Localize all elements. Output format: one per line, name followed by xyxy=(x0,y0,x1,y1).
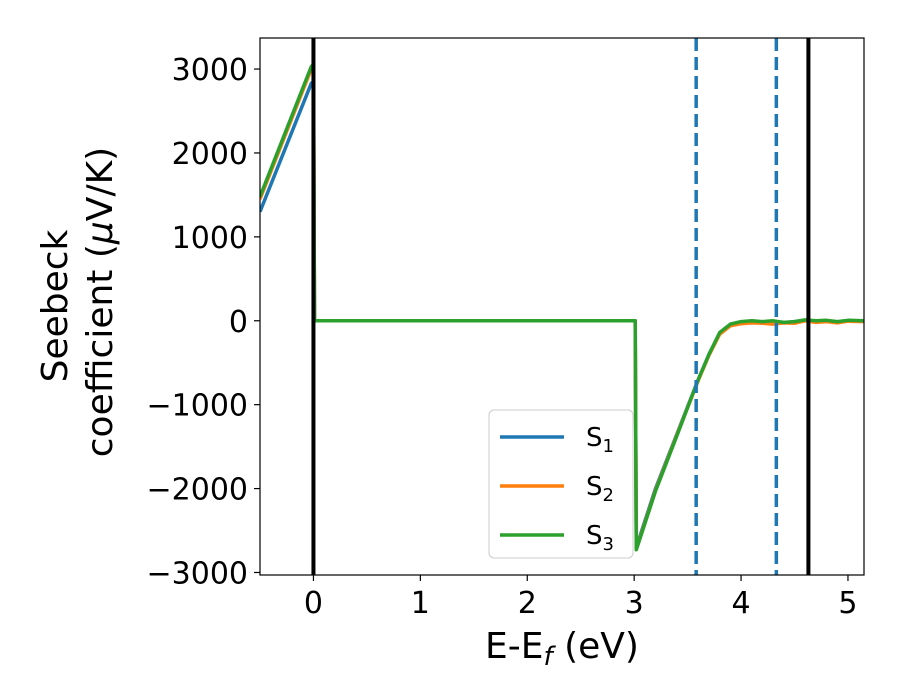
x-tick-label: 1 xyxy=(411,586,430,621)
plot-inner xyxy=(260,38,864,575)
y-tick-label: −1000 xyxy=(147,389,248,424)
legend-label-s2: S2 xyxy=(586,472,614,506)
y-axis-label-mu: μ xyxy=(80,221,121,245)
y-tick-label: 1000 xyxy=(172,221,248,256)
series-line-s3 xyxy=(260,62,864,552)
y-axis-label-line1: Seebeck xyxy=(35,229,76,382)
legend-label-sub: 2 xyxy=(603,485,614,506)
x-axis-label: E-Ef (eV) xyxy=(485,626,639,672)
x-axis-label-main: E-E xyxy=(485,626,543,667)
svg-text:Seebeck: Seebeck xyxy=(35,229,76,382)
legend-label-s3: S3 xyxy=(586,521,614,555)
x-tick-label: 5 xyxy=(838,586,857,621)
legend-label-sub: 3 xyxy=(603,534,614,555)
y-tick-label: 3000 xyxy=(172,53,248,88)
x-tick-label: 3 xyxy=(625,586,644,621)
x-tick-label: 2 xyxy=(518,586,537,621)
legend-box xyxy=(488,409,634,559)
y-axis-label: Seebeck coefficient (μV/K) xyxy=(35,147,121,457)
legend-label-s1: S1 xyxy=(586,423,614,457)
plot-frame xyxy=(259,37,865,576)
plot-area xyxy=(259,37,865,576)
y-axis-label-unit: V/K) xyxy=(80,147,121,221)
y-tick-label: −3000 xyxy=(147,556,248,591)
y-tick-label: 2000 xyxy=(172,137,248,172)
y-axis-label-line2: coefficient ( xyxy=(80,244,121,457)
x-tick-label: 0 xyxy=(304,586,323,621)
legend-label-main: S xyxy=(586,423,603,453)
y-tick-label: 0 xyxy=(229,305,248,340)
legend-label-main: S xyxy=(586,472,603,502)
y-axis-ticks: 3000 2000 1000 0 −1000 −2000 −3000 xyxy=(147,53,260,591)
y-tick-label: −2000 xyxy=(147,473,248,508)
svg-text:coefficient (μV/K): coefficient (μV/K) xyxy=(80,147,121,457)
legend-label-main: S xyxy=(586,521,603,551)
x-tick-label: 4 xyxy=(732,586,751,621)
legend-label-sub: 1 xyxy=(603,436,614,457)
x-axis-ticks: 0 1 2 3 4 5 xyxy=(304,575,858,621)
x-axis-label-unit: (eV) xyxy=(553,626,639,667)
